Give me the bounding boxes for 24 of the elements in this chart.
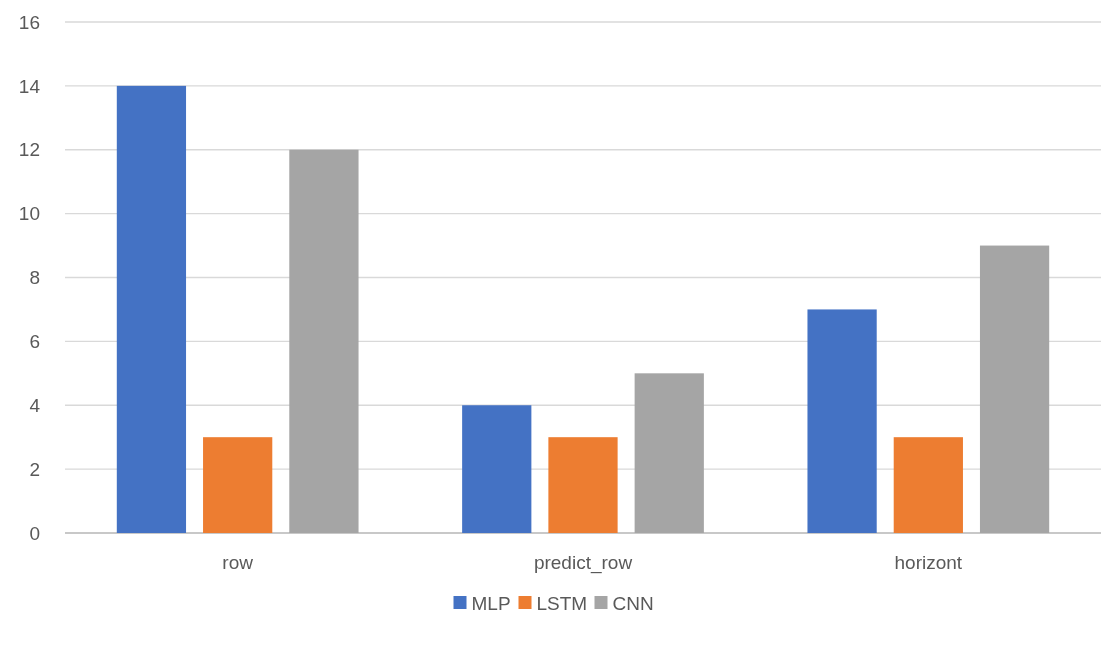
y-tick-label: 10	[18, 203, 40, 225]
bar	[203, 437, 273, 533]
y-tick-label: 4	[29, 394, 41, 416]
legend-label: LSTM	[536, 592, 588, 614]
y-tick-label: 6	[29, 331, 40, 353]
legend-label: MLP	[471, 592, 511, 614]
y-tick-label: 16	[18, 11, 40, 33]
y-tick-label: 0	[29, 522, 40, 544]
bar	[807, 309, 877, 533]
x-tick-label: row	[222, 552, 254, 573]
y-tick-label: 14	[18, 75, 41, 97]
bar	[462, 405, 532, 533]
y-tick-label: 2	[29, 458, 40, 480]
x-tick-label: predict_row	[533, 552, 633, 574]
y-tick-label: 8	[29, 267, 40, 289]
bar	[979, 245, 1050, 533]
y-tick-label: 12	[18, 139, 40, 161]
x-tick-label: horizont	[894, 552, 963, 573]
bar	[548, 437, 618, 533]
bar	[893, 437, 963, 533]
bar	[289, 149, 359, 533]
bar	[634, 373, 704, 533]
bar	[116, 85, 187, 533]
legend-label: CNN	[612, 592, 654, 614]
